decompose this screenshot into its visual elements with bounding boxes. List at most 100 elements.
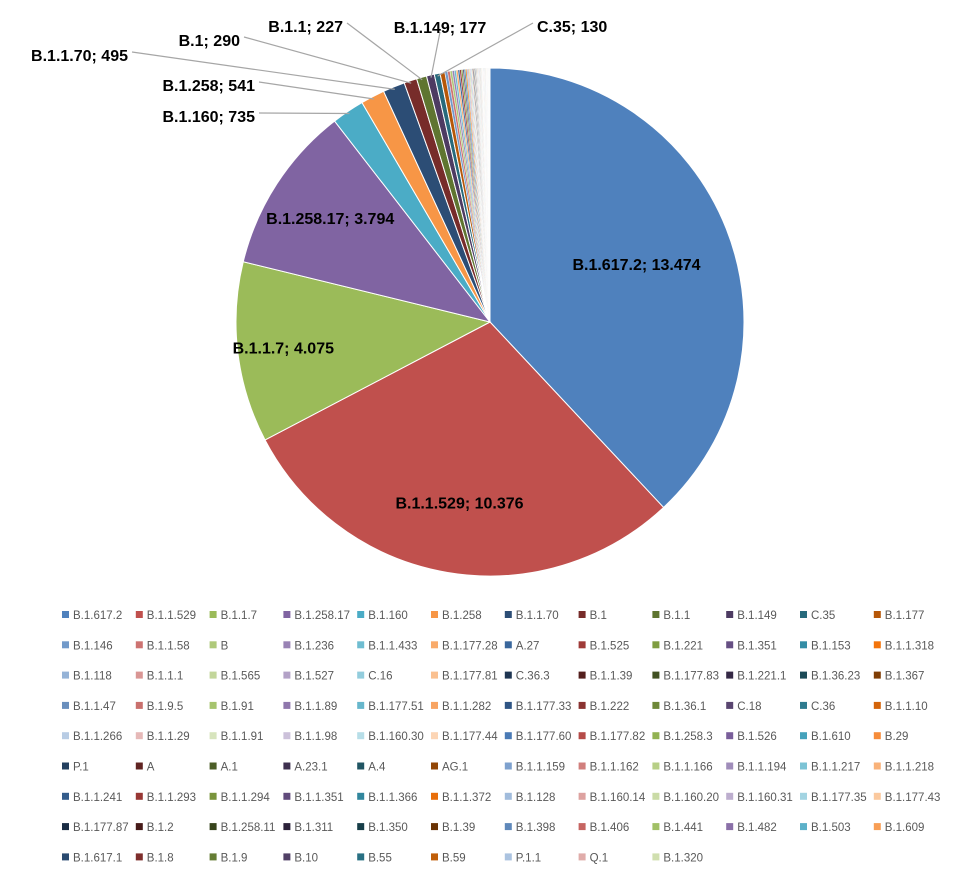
legend-item-b-1-1-372: B.1.1.372 [431, 792, 491, 804]
legend-swatch [726, 641, 734, 649]
legend-label: B.1.36.23 [811, 671, 860, 683]
legend-swatch [726, 792, 734, 800]
legend-label: B.1.128 [516, 792, 556, 804]
legend-item-b-1-258-17: B.1.258.17 [283, 610, 350, 622]
legend-label: B.29 [885, 731, 909, 743]
legend-item-b-1-1-433: B.1.1.433 [357, 640, 417, 652]
legend-swatch [726, 762, 734, 770]
legend-label: B.1.9.5 [147, 701, 183, 713]
data-label-b-1-1: B.1.1; 227 [268, 19, 343, 36]
legend-swatch [726, 823, 734, 831]
legend-item-a-23-1: A.23.1 [283, 762, 328, 774]
legend-label: B.1.160.20 [663, 792, 719, 804]
legend-swatch [62, 762, 69, 770]
legend-label: B [221, 640, 229, 652]
legend-swatch [431, 671, 438, 679]
legend-item-b-1-160-20: B.1.160.20 [652, 792, 719, 804]
data-label-b-1-1-70: B.1.1.70; 495 [31, 48, 128, 65]
legend-label: B.1.1.89 [294, 701, 337, 713]
legend-label: B.1.36.1 [663, 701, 706, 713]
legend-swatch [873, 641, 881, 649]
legend-label: B.1.609 [885, 822, 925, 834]
legend-swatch [652, 792, 660, 800]
legend-swatch [800, 762, 807, 770]
legend-item-a-4: A.4 [357, 762, 386, 774]
legend-item-b-1-128: B.1.128 [504, 792, 556, 804]
legend-label: B.1.1.266 [73, 731, 122, 743]
legend-item-b-1-1-89: B.1.1.89 [283, 701, 337, 713]
legend-label: B.1.149 [737, 610, 777, 622]
legend-swatch [62, 823, 69, 831]
legend-item-b-1-36-1: B.1.36.1 [652, 701, 706, 713]
legend-swatch [652, 853, 660, 861]
callout-leader-lines [131, 22, 534, 115]
legend-item-b-1-153: B.1.153 [800, 640, 851, 652]
legend-item-b-1-1-217: B.1.1.217 [800, 762, 860, 774]
legend-swatch [135, 853, 143, 861]
legend-item-b-1-1-282: B.1.1.282 [431, 701, 491, 713]
legend-swatch [209, 792, 217, 800]
legend-swatch [62, 671, 69, 679]
legend-label: B.1.177.44 [442, 731, 498, 743]
legend-label: B.1.1.1 [147, 671, 183, 683]
legend-label: A.1 [221, 762, 238, 774]
legend-label: B.1.1.91 [221, 731, 264, 743]
legend-label: B.1.1.433 [368, 640, 417, 652]
legend-item-b-1-258: B.1.258 [431, 610, 482, 622]
legend-swatch [800, 671, 807, 679]
legend-item-b-10: B.10 [283, 852, 318, 864]
legend-swatch [62, 611, 69, 618]
legend-swatch [504, 641, 512, 649]
legend-swatch [431, 611, 438, 618]
legend-item-b-1-1-29: B.1.1.29 [135, 731, 190, 743]
legend-swatch [209, 611, 217, 618]
legend-swatch [357, 823, 365, 831]
legend-swatch [578, 732, 586, 740]
pie-slice-b-1-1-7 [235, 261, 492, 441]
legend-swatch [431, 823, 438, 831]
legend-item-b-1-1-39: B.1.1.39 [578, 671, 632, 683]
legend-swatch [431, 732, 438, 740]
legend-label: P.1.1 [516, 852, 541, 864]
legend-label: C.36.3 [516, 671, 550, 683]
legend-item-b-1-221: B.1.221 [652, 640, 703, 652]
legend-swatch [357, 853, 365, 861]
legend-swatch [873, 701, 881, 709]
legend-label: B.1.146 [73, 640, 113, 652]
legend-label: P.1 [73, 762, 89, 774]
legend-swatch [726, 611, 734, 618]
legend-swatch [504, 853, 512, 861]
legend-swatch [135, 792, 143, 800]
legend-swatch [800, 641, 807, 649]
legend-label: C.35 [811, 610, 835, 622]
leader-line-c-35 [437, 22, 534, 77]
legend-label: B.1.177.83 [663, 671, 719, 683]
legend-item-b-1-1-166: B.1.1.166 [652, 762, 713, 774]
legend-item-b-1-1-162: B.1.1.162 [578, 762, 639, 774]
legend-label: B.1.1 [663, 610, 690, 622]
legend-item-b-1-610: B.1.610 [800, 731, 851, 743]
legend-swatch [726, 732, 734, 740]
legend-item-b-1-350: B.1.350 [357, 822, 408, 834]
leader-line-b-1-1 [346, 22, 423, 81]
legend-item-b-1-258-11: B.1.258.11 [209, 822, 275, 834]
legend-item-b-1-320: B.1.320 [652, 852, 703, 864]
legend-swatch [504, 732, 512, 740]
legend-item-b-1-1-47: B.1.1.47 [62, 701, 116, 713]
legend-item-b-1-146: B.1.146 [62, 640, 113, 652]
legend-item-b-29: B.29 [873, 731, 909, 743]
legend-label: B.1.177 [885, 610, 925, 622]
legend-label: B.1.565 [221, 671, 261, 683]
legend-swatch [652, 671, 660, 679]
legend-swatch [800, 732, 807, 740]
legend-label: B.1.91 [221, 701, 254, 713]
legend-item-b-1-526: B.1.526 [726, 731, 777, 743]
legend-label: B.1 [590, 610, 607, 622]
legend-label: C.18 [737, 701, 761, 713]
data-label-b-1-160: B.1.160; 735 [162, 109, 255, 126]
legend-swatch [873, 671, 881, 679]
legend-label: B.1.1.47 [73, 701, 116, 713]
legend-item-b-1-8: B.1.8 [135, 852, 174, 864]
legend-swatch [357, 701, 365, 709]
